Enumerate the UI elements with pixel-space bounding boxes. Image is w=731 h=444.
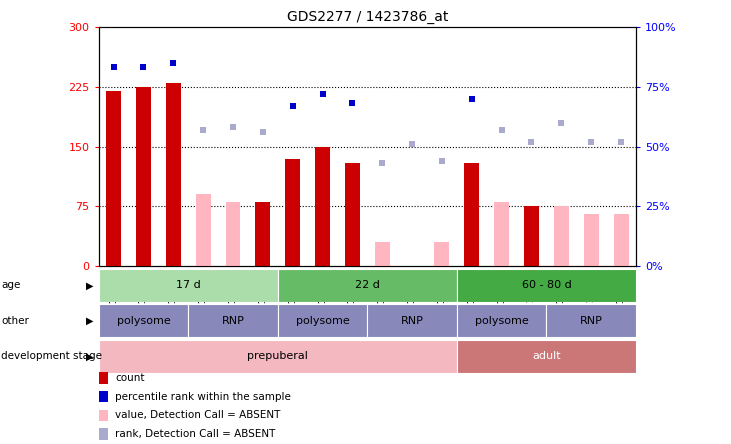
Bar	[457, 269, 636, 302]
Text: age: age	[1, 280, 21, 290]
Text: polysome: polysome	[474, 316, 529, 326]
Text: ▶: ▶	[86, 351, 94, 361]
Text: adult: adult	[532, 351, 561, 361]
Bar	[613, 214, 629, 266]
Bar	[457, 340, 636, 373]
Text: polysome: polysome	[116, 316, 170, 326]
Bar	[285, 159, 300, 266]
Text: 22 d: 22 d	[355, 280, 380, 290]
Bar	[166, 83, 181, 266]
Bar	[278, 304, 368, 337]
Text: RNP: RNP	[580, 316, 602, 326]
Bar	[196, 194, 211, 266]
Bar	[136, 87, 151, 266]
Bar	[524, 206, 539, 266]
Bar	[106, 91, 121, 266]
Bar	[494, 202, 509, 266]
Bar	[345, 163, 360, 266]
Text: RNP: RNP	[221, 316, 244, 326]
Bar	[255, 202, 270, 266]
Bar	[457, 304, 547, 337]
Bar	[368, 304, 457, 337]
Text: percentile rank within the sample: percentile rank within the sample	[115, 392, 292, 402]
Bar	[584, 214, 599, 266]
Bar	[434, 242, 450, 266]
Text: RNP: RNP	[401, 316, 423, 326]
Bar	[464, 163, 480, 266]
Bar	[375, 242, 390, 266]
Text: value, Detection Call = ABSENT: value, Detection Call = ABSENT	[115, 410, 281, 420]
Title: GDS2277 / 1423786_at: GDS2277 / 1423786_at	[287, 10, 448, 24]
Bar	[315, 147, 330, 266]
Text: rank, Detection Call = ABSENT: rank, Detection Call = ABSENT	[115, 429, 276, 439]
Text: count: count	[115, 373, 145, 383]
Bar	[99, 304, 189, 337]
Text: prepuberal: prepuberal	[247, 351, 308, 361]
Text: other: other	[1, 316, 29, 326]
Bar	[547, 304, 636, 337]
Bar	[99, 269, 278, 302]
Text: polysome: polysome	[295, 316, 349, 326]
Bar	[226, 202, 240, 266]
Bar	[189, 304, 278, 337]
Bar	[99, 340, 457, 373]
Text: 17 d: 17 d	[176, 280, 200, 290]
Text: development stage: development stage	[1, 351, 102, 361]
Bar	[278, 269, 457, 302]
Text: ▶: ▶	[86, 316, 94, 326]
Text: ▶: ▶	[86, 280, 94, 290]
Bar	[554, 206, 569, 266]
Text: 60 - 80 d: 60 - 80 d	[521, 280, 572, 290]
